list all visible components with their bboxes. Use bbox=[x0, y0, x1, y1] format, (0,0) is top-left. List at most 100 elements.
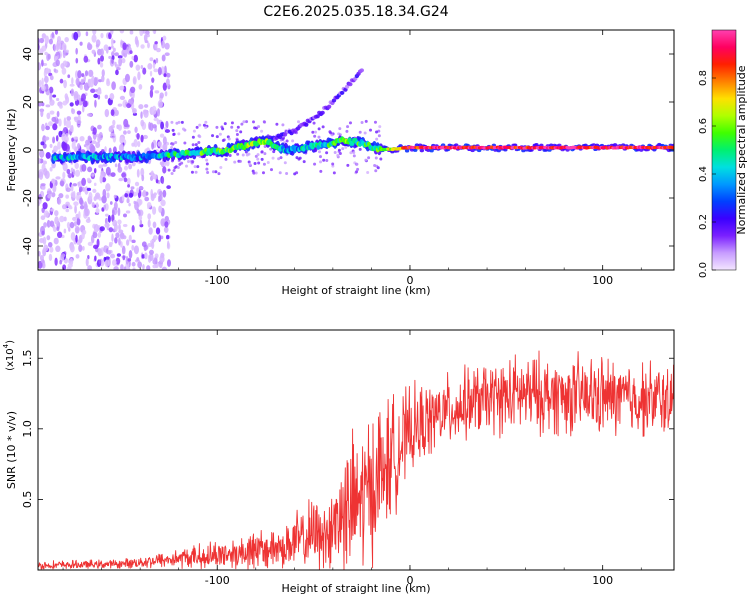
spectrogram-noise-cell bbox=[155, 179, 159, 184]
spectrogram-noise-cell bbox=[49, 110, 55, 115]
spectrogram-noise-cell bbox=[69, 258, 74, 266]
spectrogram-noise-cell bbox=[230, 125, 234, 129]
spectrogram-noise-cell bbox=[88, 78, 95, 88]
spectrogram-plot-area bbox=[38, 30, 674, 270]
spectrogram-noise-cell bbox=[66, 116, 72, 121]
spectrogram-noise-cell bbox=[141, 241, 147, 248]
spectrogram-noise-cell bbox=[162, 136, 167, 145]
spectrogram-noise-cell bbox=[373, 163, 377, 167]
spectrogram-noise-cell bbox=[149, 57, 154, 62]
spectrogram-noise-cell bbox=[194, 170, 198, 174]
spectrogram-noise-cell bbox=[337, 148, 341, 152]
spectrogram-noise-cell bbox=[79, 84, 83, 91]
spectrogram-noise-cell bbox=[55, 59, 60, 67]
spectrogram-noise-cell bbox=[164, 129, 171, 133]
spectrogram-x-tick-label: 0 bbox=[406, 274, 413, 287]
spectrogram-noise-cell bbox=[107, 250, 112, 255]
spectrogram-noise-cell bbox=[105, 166, 111, 176]
snr-x-tick-label: 0 bbox=[406, 574, 413, 587]
spectrogram-noise-cell bbox=[346, 163, 350, 167]
spectrogram-noise-cell bbox=[252, 120, 256, 124]
spectrogram-noise-cell bbox=[368, 128, 372, 132]
spectrogram-noise-cell bbox=[281, 123, 285, 127]
colorbar-tick-label: 0.0 bbox=[698, 262, 709, 278]
spectrogram-noise-cell bbox=[157, 67, 162, 76]
snr-y-tick-label: 0.5 bbox=[21, 491, 34, 509]
spectrogram-noise-cell bbox=[59, 78, 64, 84]
spectrogram-noise-cell bbox=[160, 121, 165, 130]
spectrogram-noise-cell bbox=[378, 125, 382, 129]
spectrogram-noise-cell bbox=[93, 76, 98, 86]
spectrogram-noise-cell bbox=[65, 208, 70, 213]
spectrogram-noise-cell bbox=[103, 204, 107, 210]
spectrogram-noise-cell bbox=[346, 125, 350, 129]
spectrogram-noise-cell bbox=[352, 154, 356, 158]
spectrogram-noise-cell bbox=[108, 227, 114, 233]
spectrogram-noise-cell bbox=[140, 44, 145, 49]
spectrogram-y-tick-label: 20 bbox=[21, 95, 34, 109]
spectrogram-noise-cell bbox=[172, 168, 176, 172]
spectrogram-noise-cell bbox=[134, 35, 139, 45]
spectrogram-noise-cell bbox=[76, 193, 80, 201]
spectrogram-ridge-halo bbox=[429, 148, 434, 153]
spectrogram-noise-cell bbox=[53, 145, 58, 153]
spectrogram-noise-cell bbox=[79, 41, 83, 46]
spectrogram-noise-cell bbox=[140, 111, 143, 119]
spectrogram-noise-cell bbox=[64, 93, 69, 100]
spectrogram-noise-cell bbox=[108, 125, 114, 133]
spectrogram-noise-cell bbox=[104, 259, 110, 268]
spectrogram-noise-cell bbox=[150, 84, 154, 91]
spectrogram-noise-cell bbox=[108, 55, 112, 59]
spectrogram-noise-cell bbox=[54, 30, 59, 35]
spectrogram-noise-cell bbox=[41, 45, 47, 52]
spectrogram-noise-cell bbox=[164, 221, 169, 228]
spectrogram-noise-cell bbox=[99, 226, 105, 232]
spectrogram-noise-cell bbox=[130, 186, 135, 190]
spectrogram-noise-cell bbox=[108, 241, 114, 245]
spectrogram-noise-cell bbox=[164, 52, 170, 57]
spectrogram-noise-cell bbox=[54, 257, 58, 266]
colorbar-tick-label: 0.4 bbox=[698, 166, 709, 182]
spectrogram-noise-cell bbox=[67, 74, 71, 79]
spectrogram-noise-cell bbox=[132, 76, 137, 85]
spectrogram-noise-cell bbox=[140, 167, 145, 177]
spectrogram-noise-cell bbox=[111, 51, 115, 57]
spectrogram-noise-cell bbox=[52, 136, 56, 144]
spectrogram-noise-cell bbox=[140, 119, 145, 127]
spectrogram-noise-cell bbox=[49, 246, 54, 253]
spectrogram-noise-cell bbox=[153, 30, 157, 35]
spectrogram-noise-cell bbox=[235, 129, 239, 133]
spectrogram-noise-cell bbox=[87, 166, 93, 173]
spectrogram-noise-cell bbox=[110, 38, 114, 47]
spectrogram-noise-cell bbox=[73, 31, 79, 41]
spectrogram-noise-cell bbox=[117, 55, 123, 59]
spectrogram-noise-cell bbox=[313, 162, 317, 166]
spectrogram-noise-cell bbox=[52, 123, 58, 131]
spectrogram-noise-cell bbox=[162, 166, 167, 174]
spectrogram-noise-cell bbox=[260, 150, 264, 154]
spectrogram-noise-cell bbox=[145, 30, 150, 35]
spectrogram-noise-cell bbox=[57, 141, 61, 150]
spectrogram-noise-cell bbox=[192, 129, 196, 133]
spectrogram-noise-cell bbox=[375, 130, 379, 134]
spectrogram-noise-cell bbox=[257, 125, 261, 129]
spectrogram-noise-cell bbox=[111, 209, 115, 216]
spectrogram-noise-cell bbox=[61, 67, 67, 75]
spectrogram-noise-cell bbox=[93, 244, 99, 249]
spectrogram-noise-cell bbox=[45, 104, 51, 108]
spectrogram-noise-cell bbox=[147, 63, 153, 70]
spectrogram-noise-cell bbox=[127, 130, 131, 135]
spectrogram-noise-cell bbox=[134, 126, 138, 133]
spectrogram-noise-cell bbox=[235, 132, 239, 136]
spectrogram-noise-cell bbox=[144, 252, 148, 260]
spectrogram-ridge-halo bbox=[404, 148, 410, 153]
spectrogram-noise-cell bbox=[119, 95, 126, 101]
spectrogram-noise-cell bbox=[51, 161, 56, 169]
spectrogram-noise-cell bbox=[38, 250, 41, 257]
colorbar-label: Normalized spectral amplitude bbox=[735, 65, 748, 234]
spectrogram-noise-cell bbox=[131, 56, 135, 60]
spectrogram-noise-cell bbox=[78, 186, 83, 193]
spectrogram-noise-cell bbox=[136, 257, 140, 262]
spectrogram-secondary-cell bbox=[359, 68, 364, 73]
snr-scale-label: (x10 bbox=[5, 348, 16, 371]
